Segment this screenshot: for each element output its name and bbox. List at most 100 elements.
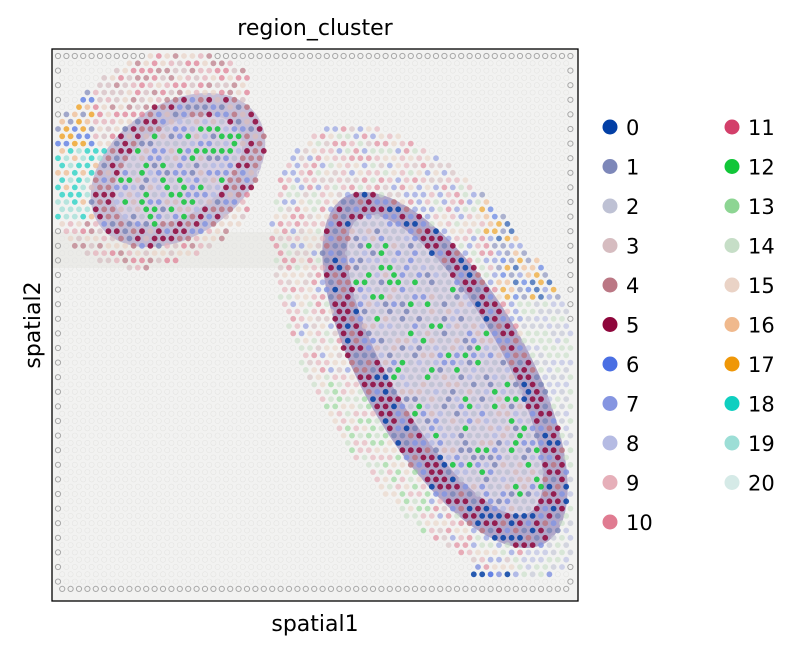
spot-cluster-0 [529,527,536,534]
spot-cluster-4 [143,264,150,271]
spot-cluster-3 [525,476,532,483]
background-spot [172,388,179,395]
spot-cluster-9 [374,155,381,162]
background-spot [210,410,217,417]
background-spot [416,111,423,118]
spot-cluster-12 [151,206,158,213]
spot-cluster-1 [189,169,196,176]
spot-cluster-17 [500,286,507,293]
background-spot [525,242,532,249]
spot-cluster-8 [454,469,460,475]
spot-cluster-4 [332,213,339,220]
spot-cluster-4 [130,242,137,249]
empty-spot [508,52,515,60]
background-spot [353,118,360,125]
background-spot [273,418,280,424]
spot-cluster-8 [567,330,574,337]
spot-cluster-5 [437,483,444,490]
background-spot [525,578,532,585]
background-spot [227,308,234,315]
spot-cluster-1 [113,155,120,162]
spot-cluster-2 [449,374,456,381]
spot-cluster-5 [479,294,486,300]
spot-cluster-4 [231,184,238,191]
background-spot [71,476,78,483]
spot-cluster-6 [487,571,494,578]
spot-cluster-3 [223,213,229,220]
background-spot [130,534,137,541]
background-spot [134,293,141,300]
background-spot [126,323,133,329]
background-spot [399,67,406,74]
background-spot [84,75,91,81]
background-spot [508,140,515,147]
spot-cluster-7 [113,184,120,191]
background-spot [449,549,456,556]
spot-cluster-9 [365,447,372,454]
spot-cluster-3 [428,352,435,359]
spot-cluster-14 [294,191,301,198]
background-spot [475,184,481,191]
background-spot [315,432,322,439]
background-spot [189,476,196,483]
spot-cluster-12 [391,374,397,381]
spot-cluster-4 [105,184,112,191]
background-spot [546,191,553,198]
background-spot [349,82,355,89]
background-spot [193,454,200,461]
legend-marker-8 [602,435,618,451]
background-spot [160,469,166,475]
spot-cluster-18 [59,177,66,184]
background-spot [256,578,263,585]
background-spot [281,82,288,89]
spot-cluster-3 [336,352,343,359]
spot-cluster-2 [462,381,469,388]
spot-cluster-2 [483,403,490,410]
spot-cluster-1 [185,104,192,110]
background-spot [286,410,292,417]
spot-cluster-19 [97,155,103,162]
spot-cluster-14 [370,148,376,154]
spot-cluster-10 [118,75,124,81]
background-spot [319,425,326,432]
background-spot [395,89,402,96]
background-spot [424,82,431,89]
empty-spot [458,52,465,60]
background-spot [290,82,297,89]
background-spot [399,111,406,118]
background-spot [529,118,536,125]
background-spot [160,396,166,402]
background-spot [139,359,145,366]
background-spot [63,520,70,527]
background-spot [307,403,313,410]
empty-spot [382,52,389,60]
spot-cluster-0 [395,206,402,213]
spot-cluster-4 [88,228,95,235]
background-spot [328,425,334,432]
spot-cluster-2 [416,418,423,424]
empty-spot [327,585,335,593]
background-spot [113,476,120,483]
spot-cluster-3 [323,140,330,147]
empty-spot [357,52,364,60]
empty-spot [96,52,104,60]
spot-cluster-10 [307,169,313,176]
background-spot [193,439,200,446]
spot-cluster-5 [416,447,423,454]
spot-cluster-2 [433,286,439,293]
spot-cluster-7 [437,513,444,519]
background-spot [344,75,351,81]
background-spot [130,505,137,512]
background-spot [248,67,255,74]
spot-cluster-9 [420,483,427,490]
background-spot [185,542,192,548]
spot-cluster-5 [223,184,229,191]
spot-cluster-12 [227,148,234,154]
background-spot [538,235,544,242]
spot-cluster-10 [374,140,381,147]
background-spot [269,571,276,578]
background-spot [353,60,360,67]
spot-cluster-10 [122,111,129,118]
background-spot [168,381,175,388]
background-spot [433,96,439,103]
